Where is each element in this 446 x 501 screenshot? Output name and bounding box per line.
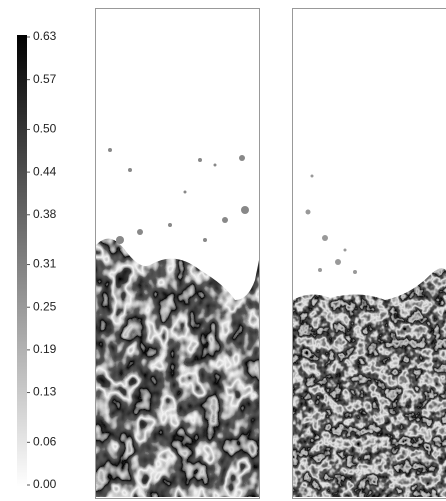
tick-label: 0.44 [33,164,57,178]
tick-label: 0.57 [33,72,57,86]
droplets [108,148,249,244]
panel-left [95,8,260,499]
tick-label: 0.50 [33,122,57,136]
panel-right [292,8,446,499]
tick-label: 0.38 [33,207,57,221]
droplets [305,174,357,274]
colorbar: 0.00 0.06 0.13 0.19 0.25 0.31 0.38 0.44 0.50 0.57… [17,29,57,491]
tick-label: 0.31 [33,257,57,271]
colorbar-gradient [17,35,27,487]
tick-label: 0.00 [33,477,57,491]
tick-label: 0.13 [33,385,57,399]
tick-label: 0.63 [33,29,57,43]
tick-label: 0.19 [33,342,57,356]
tick-label: 0.25 [33,299,57,313]
tick-label: 0.06 [33,435,57,449]
field-image [293,268,446,497]
